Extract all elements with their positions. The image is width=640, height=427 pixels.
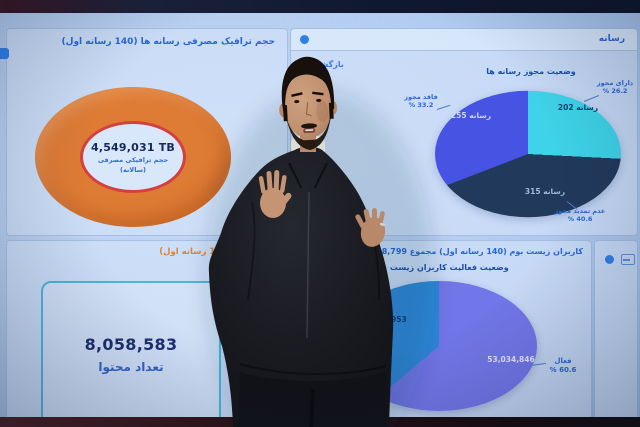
jacket-hem (239, 363, 387, 376)
media-callout-blue: فاقد مجوز 33.2 % (395, 93, 447, 110)
back-label: بازگشت (312, 60, 344, 69)
hair (281, 56, 335, 114)
users-slice-active-value: 53,034,846 (487, 355, 535, 364)
misc-circle-icon[interactable] (605, 255, 614, 264)
media-callout-blue-name: فاقد مجوز (404, 93, 438, 101)
media-callout-licensed-name: دارای مجوز (596, 79, 634, 87)
media-license-pie-chart (435, 90, 621, 218)
users-callout-active-name: فعال (554, 357, 572, 365)
traffic-value-sublabel: (سالانه) (120, 165, 146, 174)
media-header-bar: رسانه (291, 29, 637, 51)
traffic-donut-center: 4,549,031 TB حجم ترافیکی مصرفی (سالانه) (80, 121, 186, 193)
screen-edge-icon (0, 48, 9, 59)
face (282, 74, 334, 138)
media-callout-blue-pct: 33.2 % (408, 101, 434, 110)
presenter-hand-left (258, 170, 292, 218)
jacket-collar-line (288, 162, 302, 189)
content-count-card: 8,058,583 تعداد محتوا (41, 281, 221, 427)
jacket-zipper (306, 191, 310, 339)
users-callout-active: فعال 60.6 % (543, 357, 583, 375)
teeth (305, 129, 314, 132)
mustache (301, 123, 318, 129)
media-callout-navy-pct: 40.6 % (567, 215, 593, 224)
media-chart-title: وضعیت مجوز رسانه ها (486, 67, 576, 76)
content-count-value: 8,058,583 (84, 334, 178, 354)
presenter-jacket (208, 147, 394, 427)
media-slice-licensed-count: رسانه 202 (557, 103, 599, 112)
eyebrow (312, 91, 324, 96)
legs-gap (309, 388, 315, 427)
users-callout-active-pct: 60.6 % (549, 366, 577, 375)
traffic-value: 4,549,031 TB (90, 140, 176, 154)
eye (316, 98, 322, 103)
media-header-icon[interactable] (300, 35, 309, 44)
cheek-shade (316, 100, 329, 123)
media-callout-navy-name: عدم تمدید مجوز (554, 207, 606, 215)
users-chart-title: وضعیت فعالیت کاربران زیست بوم (373, 263, 509, 272)
tab-media[interactable]: رسانه (598, 34, 625, 44)
sleeve-crease (247, 201, 256, 301)
traffic-value-label: حجم ترافیکی مصرفی (97, 155, 169, 164)
jacket-collar-line (314, 162, 328, 189)
sideburn (282, 105, 288, 122)
traffic-donut-chart: 4,549,031 TB حجم ترافیکی مصرفی (سالانه) (35, 87, 231, 227)
presenter-head (279, 56, 338, 150)
panel-misc (594, 240, 638, 427)
media-callout-licensed: دارای مجوز 26.2 % (595, 79, 635, 96)
stage-top-band (0, 0, 640, 13)
nose (305, 101, 312, 117)
media-slice-navy-count: رسانه 315 (524, 187, 566, 196)
media-callout-navy: عدم تمدید مجوز 40.6 % (547, 207, 613, 224)
sideburn (328, 102, 334, 119)
beard (285, 108, 332, 150)
content-count-label: تعداد محتوا (98, 359, 164, 374)
media-slice-blue-count: رسانه 255 (450, 111, 492, 120)
panel-traffic: حجم ترافیک مصرفی رسانه ها (140 رسانه اول… (6, 28, 288, 236)
presenter-hand-right (355, 208, 386, 247)
misc-card-icon[interactable] (621, 254, 635, 265)
panel-traffic-title: حجم ترافیک مصرفی رسانه ها (140 رسانه اول… (61, 37, 275, 47)
eyebrow (291, 92, 303, 98)
ring (379, 222, 386, 227)
media-callout-licensed-pct: 26.2 % (602, 87, 628, 96)
eye (294, 99, 300, 104)
